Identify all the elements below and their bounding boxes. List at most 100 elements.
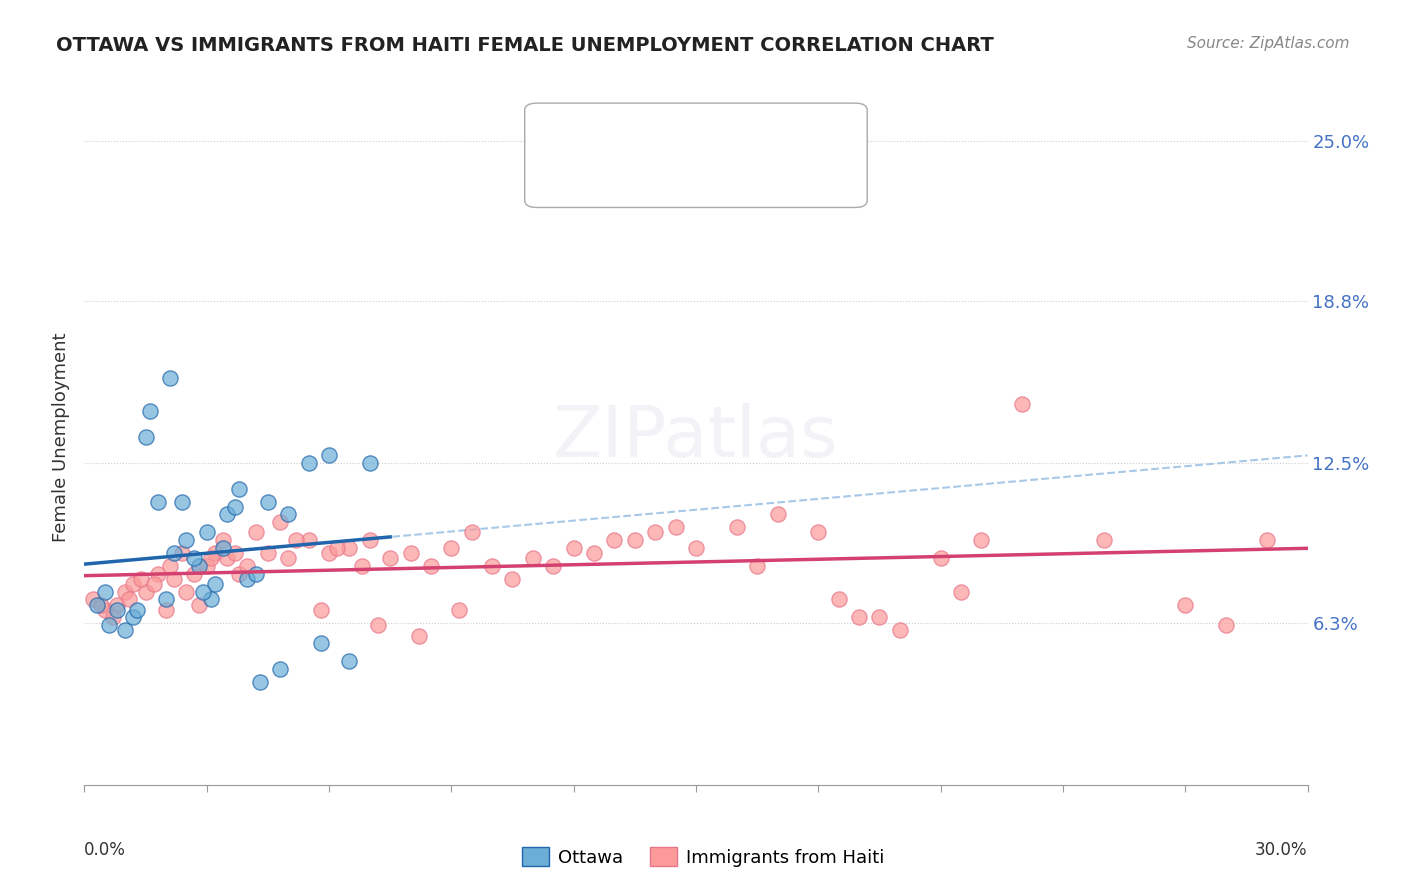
Point — [135, 584, 157, 599]
Point — [204, 546, 226, 560]
Point — [269, 662, 291, 676]
Point — [408, 628, 430, 642]
Point — [228, 566, 250, 581]
Point — [665, 520, 688, 534]
Point — [318, 546, 340, 560]
Point — [146, 494, 169, 508]
Point — [1011, 396, 1033, 410]
Point — [318, 448, 340, 462]
Point — [97, 618, 120, 632]
Point — [502, 572, 524, 586]
Point — [114, 624, 136, 638]
Point — [277, 508, 299, 522]
Point — [212, 533, 235, 548]
Point — [828, 592, 851, 607]
Point — [93, 584, 117, 599]
Text: ZIPatlas: ZIPatlas — [553, 402, 839, 472]
Point — [224, 546, 246, 560]
Point — [224, 500, 246, 514]
Point — [118, 592, 141, 607]
Point — [245, 525, 267, 540]
Point — [339, 654, 361, 668]
Point — [228, 482, 250, 496]
Point — [122, 610, 145, 624]
Legend: R = 0.329   N = 36, R = 0.234   N = 74: R = 0.329 N = 36, R = 0.234 N = 74 — [582, 105, 810, 173]
Point — [204, 577, 226, 591]
Point — [217, 508, 239, 522]
Point — [146, 566, 169, 581]
Point — [277, 551, 299, 566]
Point — [200, 592, 222, 607]
Legend: Ottawa, Immigrants from Haiti: Ottawa, Immigrants from Haiti — [515, 840, 891, 874]
Point — [359, 456, 381, 470]
Y-axis label: Female Unemployment: Female Unemployment — [52, 333, 70, 541]
Point — [236, 558, 259, 573]
Point — [155, 603, 177, 617]
Text: OTTAWA VS IMMIGRANTS FROM HAITI FEMALE UNEMPLOYMENT CORRELATION CHART: OTTAWA VS IMMIGRANTS FROM HAITI FEMALE U… — [56, 36, 994, 54]
Point — [543, 558, 565, 573]
Point — [90, 598, 112, 612]
Point — [807, 525, 830, 540]
FancyBboxPatch shape — [524, 103, 868, 208]
Point — [183, 551, 205, 566]
Point — [461, 525, 484, 540]
Point — [929, 551, 952, 566]
Point — [583, 546, 606, 560]
Point — [309, 636, 332, 650]
Point — [114, 584, 136, 599]
Point — [326, 541, 349, 555]
Point — [848, 610, 870, 624]
Point — [399, 546, 422, 560]
Point — [249, 674, 271, 689]
Point — [309, 603, 332, 617]
Point — [200, 551, 222, 566]
Point — [93, 603, 117, 617]
Point — [212, 541, 235, 555]
Point — [285, 533, 308, 548]
Point — [159, 371, 181, 385]
Point — [257, 546, 280, 560]
Point — [298, 533, 321, 548]
Point — [163, 546, 186, 560]
Point — [269, 515, 291, 529]
Point — [195, 525, 218, 540]
Point — [195, 558, 218, 573]
Point — [245, 566, 267, 581]
Point — [159, 558, 181, 573]
Point — [163, 572, 186, 586]
Point — [174, 533, 197, 548]
Point — [1174, 598, 1197, 612]
Point — [440, 541, 463, 555]
Point — [624, 533, 647, 548]
Point — [174, 584, 197, 599]
Point — [1092, 533, 1115, 548]
Point — [105, 598, 128, 612]
Point — [644, 525, 666, 540]
Point — [869, 610, 891, 624]
Point — [187, 558, 209, 573]
Point — [105, 603, 128, 617]
Point — [217, 551, 239, 566]
Point — [367, 618, 389, 632]
Point — [257, 494, 280, 508]
Point — [350, 558, 373, 573]
Point — [970, 533, 993, 548]
Point — [86, 598, 108, 612]
Point — [142, 577, 165, 591]
Point — [183, 566, 205, 581]
Point — [766, 508, 789, 522]
Point — [339, 541, 361, 555]
Point — [138, 404, 160, 418]
Point — [127, 603, 149, 617]
Point — [603, 533, 626, 548]
Point — [101, 610, 124, 624]
Point — [522, 551, 544, 566]
Point — [135, 430, 157, 444]
Point — [1215, 618, 1237, 632]
Point — [420, 558, 443, 573]
Point — [359, 533, 381, 548]
Point — [82, 592, 104, 607]
Point — [562, 541, 585, 555]
Point — [298, 456, 321, 470]
Point — [747, 558, 769, 573]
